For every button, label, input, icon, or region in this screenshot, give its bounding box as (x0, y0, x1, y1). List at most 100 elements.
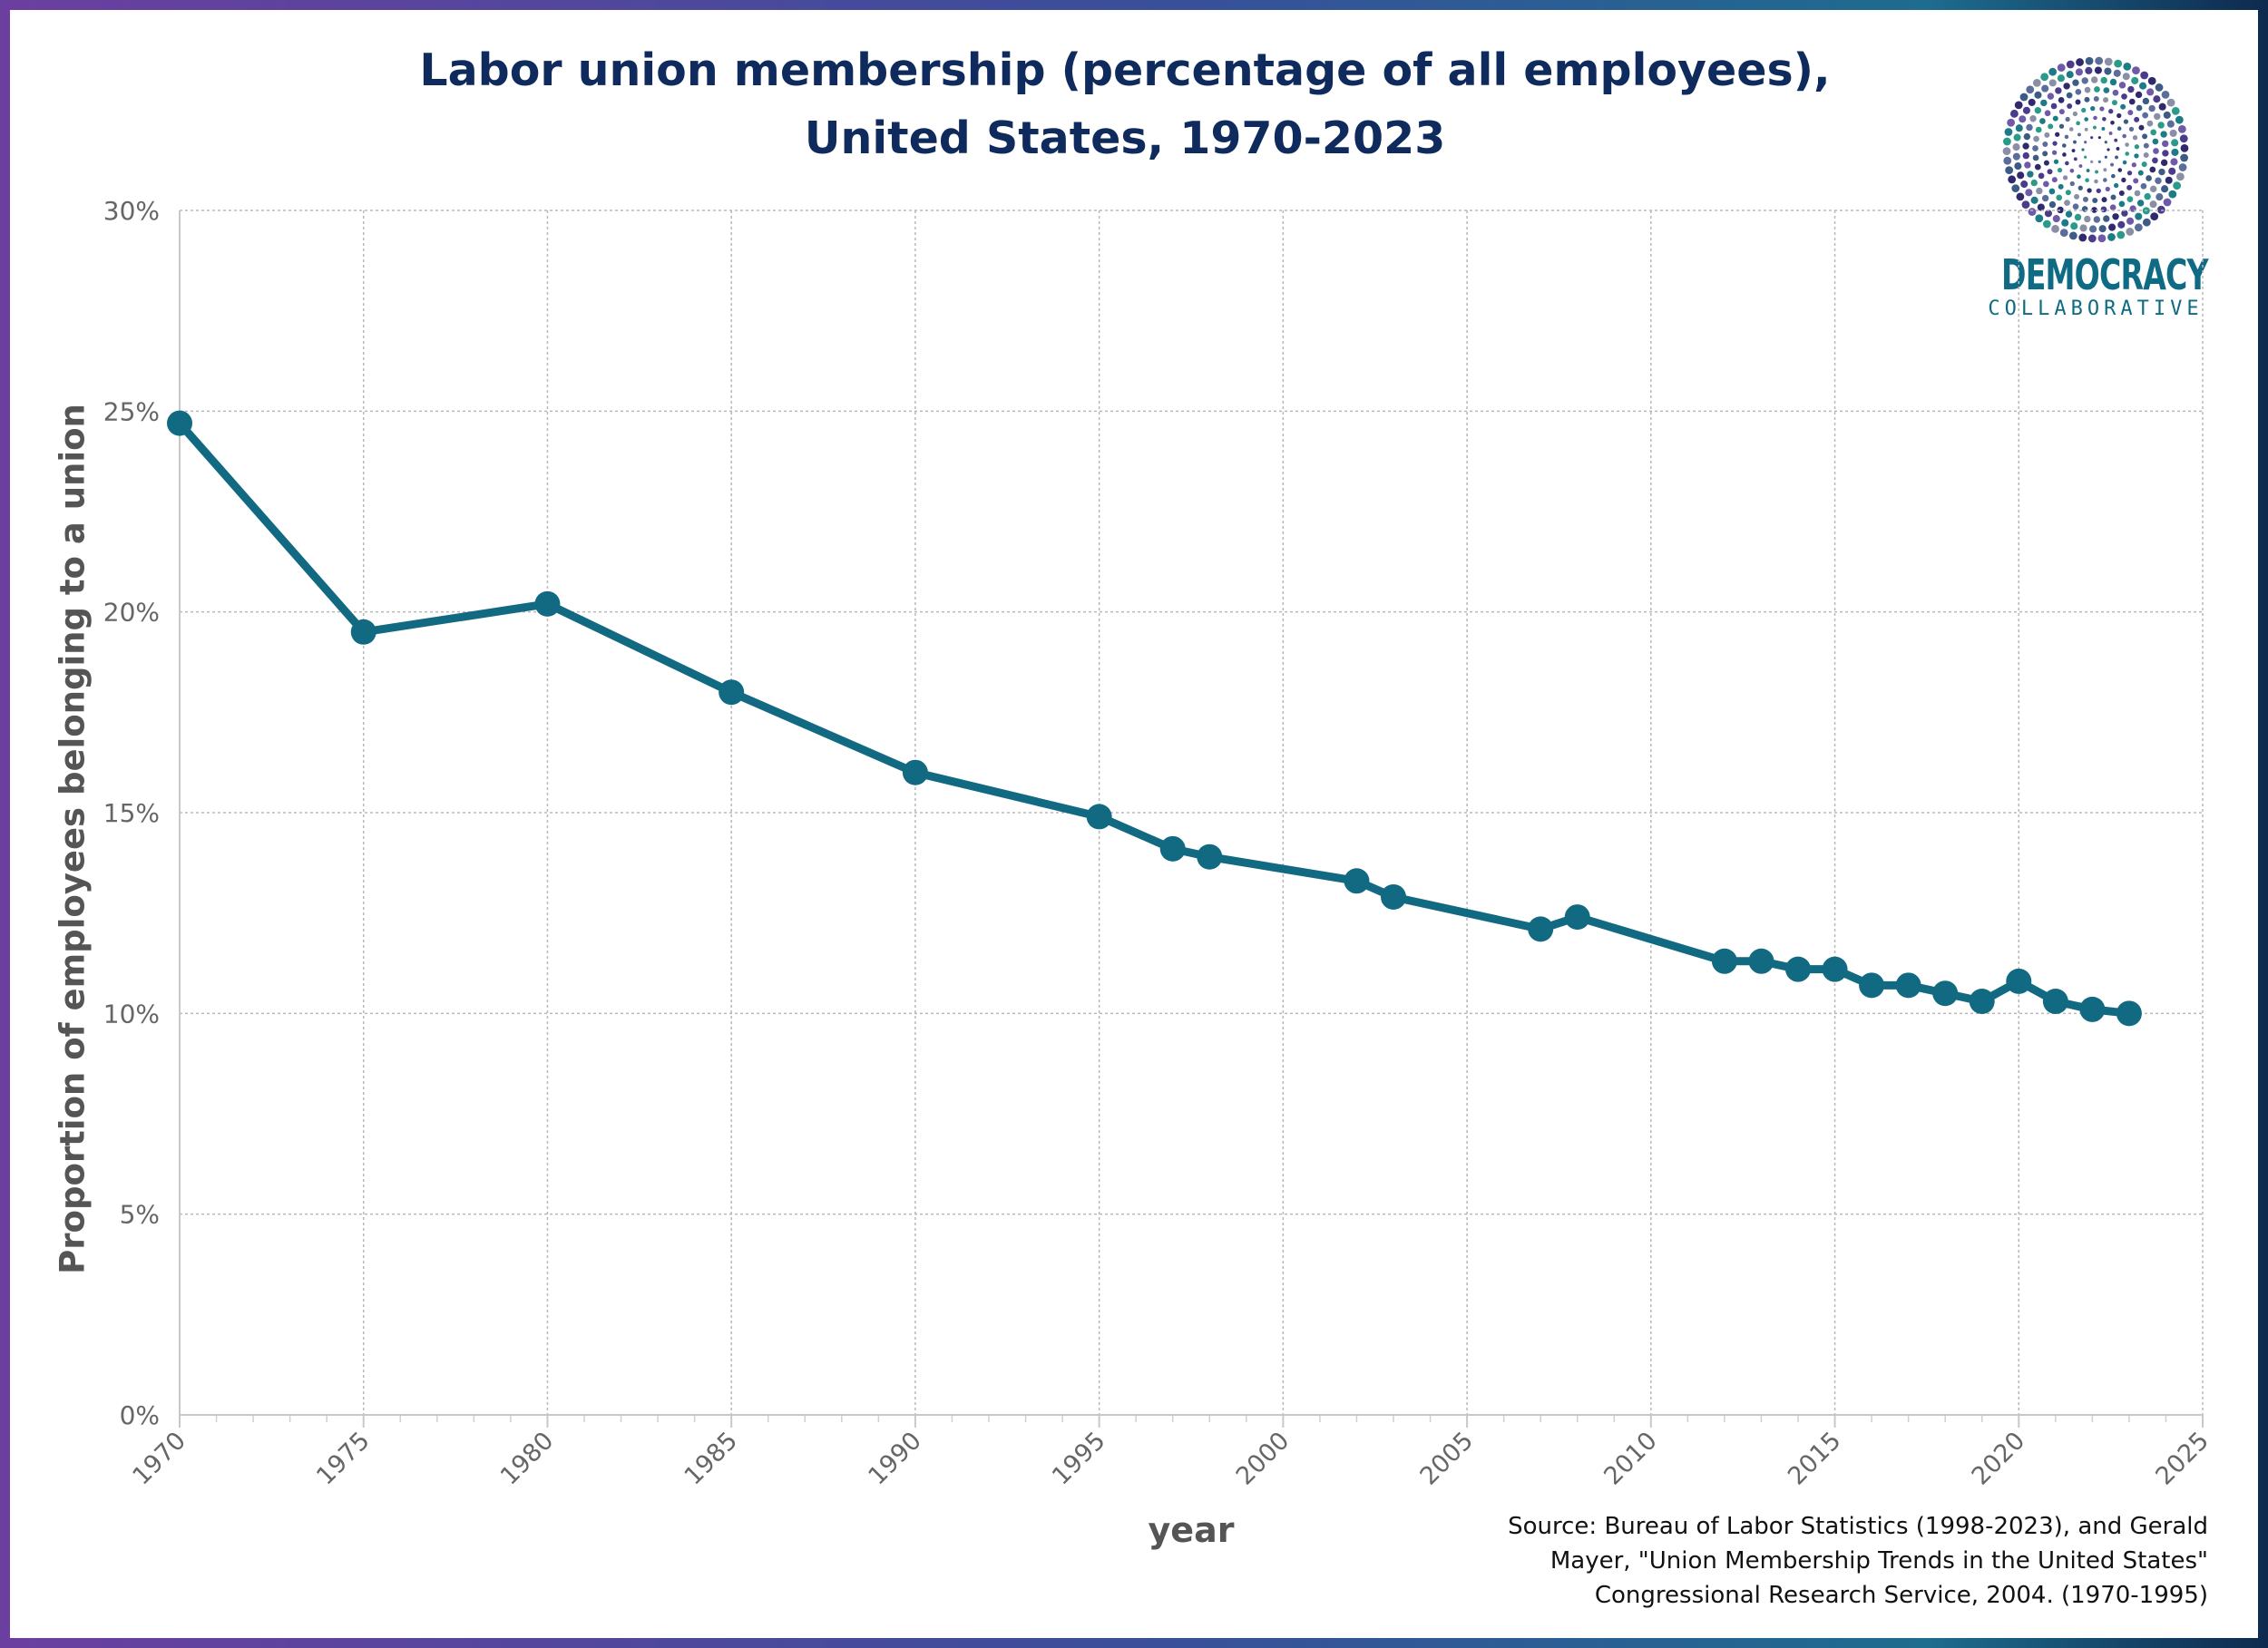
logo-dot (2044, 210, 2052, 218)
logo-dot (2161, 91, 2170, 99)
logo-dot (2093, 125, 2097, 130)
logo-dot (2012, 152, 2020, 161)
logo-dot (2078, 164, 2083, 168)
logo-dot (2136, 104, 2143, 112)
logo-dot (2134, 153, 2139, 159)
logo-dot (2097, 160, 2101, 163)
logo-dot (2107, 148, 2110, 151)
logo-dot (2057, 167, 2063, 173)
logo-dot (2004, 128, 2013, 136)
logo-dot (2028, 208, 2037, 216)
y-tick-label: 0% (120, 1400, 160, 1430)
logo-dot (2090, 76, 2098, 83)
logo-dot (2178, 163, 2187, 171)
data-point (1197, 844, 1223, 870)
logo-dot (2123, 119, 2129, 124)
logo-dot (2134, 223, 2143, 232)
logo-dot (2087, 234, 2097, 243)
logo-dot (2030, 196, 2038, 204)
data-point (1859, 972, 1885, 999)
logo-dot (2026, 85, 2035, 94)
logo-dot (2144, 192, 2151, 200)
logo-dot (2069, 180, 2075, 187)
logo-dot (2056, 194, 2063, 201)
logo-dot (2019, 115, 2027, 123)
logo-dot (2057, 63, 2066, 72)
logo-dot (2034, 163, 2041, 171)
logo-dot (2108, 132, 2113, 135)
logo-dot (2101, 197, 2107, 203)
logo-dot (2032, 145, 2038, 151)
logo-dot (2091, 207, 2097, 213)
logo-dot (2052, 115, 2058, 122)
axes (179, 210, 2204, 1428)
logo-dot (2143, 151, 2149, 158)
y-tick-label: 30% (103, 196, 160, 226)
logo-dot (2114, 138, 2118, 142)
logo-dot (2180, 153, 2188, 162)
logo-dot (2042, 180, 2049, 188)
logo-dot (2117, 168, 2123, 172)
logo-dot (2094, 179, 2098, 184)
logo-dot (2179, 134, 2188, 143)
logo-dot (2071, 149, 2076, 152)
logo-dot (2055, 132, 2060, 137)
logo-dot (2020, 180, 2028, 189)
logo-dot (2121, 177, 2126, 183)
data-point (902, 759, 928, 785)
logo-dot (2035, 214, 2044, 223)
logo-dot (2121, 93, 2127, 100)
logo-dot (2090, 160, 2094, 163)
logo-dot (2052, 215, 2060, 223)
logo-dot (2043, 160, 2049, 166)
logo-dot (2014, 101, 2023, 110)
logo-dot (2065, 116, 2070, 122)
logo-dot (2118, 200, 2126, 208)
chart-title: Labor union membership (percentage of al… (290, 36, 1960, 172)
logo-dot (2162, 140, 2169, 148)
logo-dot (2021, 200, 2030, 209)
logo-dot (2117, 220, 2126, 229)
logo-dot (2173, 181, 2182, 190)
x-axis-label: year (1148, 1510, 1235, 1550)
logo-dot (2109, 78, 2117, 86)
logo-dot (2127, 85, 2135, 93)
logo-dot (2014, 162, 2022, 171)
logo-dot (2171, 148, 2179, 156)
logo-dot (2074, 213, 2082, 221)
logo-dot (2040, 73, 2049, 82)
logo-dot (2052, 141, 2058, 146)
logo-dot (2097, 136, 2101, 140)
logo-dot (2072, 79, 2079, 86)
logo-dot (2143, 142, 2149, 149)
logo-dot (2084, 96, 2090, 102)
logo-dot (2171, 106, 2180, 115)
logo-dot (2149, 166, 2156, 173)
logo-dot (2122, 160, 2127, 165)
logo-dot (2116, 112, 2122, 119)
logo-dot (2077, 132, 2081, 137)
logo-dot (2048, 79, 2057, 87)
logo-dot (2126, 217, 2135, 225)
logo-dot (2065, 161, 2069, 166)
logo-dot (2155, 83, 2164, 92)
logo-dot (2111, 173, 2116, 179)
logo-dot (2103, 168, 2107, 172)
logo-dot (2076, 58, 2084, 66)
logo-dot (2034, 91, 2042, 99)
logo-dot (2040, 99, 2048, 107)
logo-dot (2026, 123, 2033, 132)
logo-dot (2175, 115, 2184, 124)
logo-dot (2153, 95, 2161, 103)
logo-dot (2048, 67, 2058, 76)
logo-dot (2053, 159, 2059, 164)
logo-dot (2093, 96, 2099, 102)
logo-dot (2005, 166, 2014, 175)
logo-dot (2177, 124, 2186, 133)
logo-dot (2160, 131, 2167, 138)
data-point (2042, 989, 2068, 1015)
logo-dot (2072, 111, 2078, 117)
logo-dot (2132, 135, 2138, 141)
data-point (1159, 835, 1186, 862)
